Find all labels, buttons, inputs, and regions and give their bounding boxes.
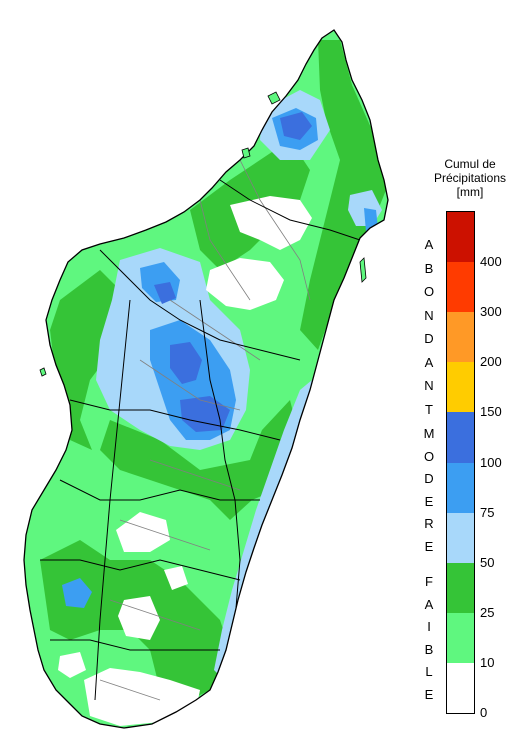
legend-swatch-300-400: [447, 262, 474, 313]
legend-category-abondant-letter: N: [424, 378, 434, 393]
legend-category-faible-letter: L: [425, 664, 433, 679]
legend-title-line-3: [mm]: [456, 185, 484, 199]
legend-category-modere-letter: E: [424, 538, 434, 554]
legend-tick-100: 100: [480, 454, 502, 470]
legend-tick-400: 400: [480, 254, 502, 270]
zone-0-10-southtip: [84, 668, 200, 726]
legend-tick-300: 300: [480, 304, 502, 320]
zone-0-10-southwest-small: [164, 566, 188, 590]
legend-tick-10: 10: [480, 654, 495, 670]
legend-category-faible-letter: E: [424, 686, 434, 702]
legend-title: Cumul de Précipitations [mm]: [420, 157, 520, 199]
legend-category-faible-letter: I: [427, 619, 431, 634]
region-boundaries: [40, 179, 361, 701]
legend-swatch-150-200: [447, 362, 474, 413]
zone-0-10-south-small: [58, 652, 86, 678]
island-nosy-be: [267, 91, 281, 105]
zone-75-100-southwest: [62, 578, 92, 608]
island-northwest: [241, 147, 251, 159]
zone-25-50-north: [300, 40, 386, 350]
zone-0-10-south: [118, 596, 160, 640]
legend-category-modere-letter: E: [424, 493, 434, 509]
legend-swatch-200-300: [447, 312, 474, 363]
legend-tick-200: 200: [480, 354, 502, 370]
legend-category-abondant-letter: N: [424, 307, 434, 323]
legend-swatch-25-50: [447, 562, 474, 614]
legend-swatch-400-500: [447, 212, 474, 263]
legend-color-scale: [446, 211, 475, 714]
legend-category-abondant-letter: O: [423, 284, 435, 299]
zone-100-150-west: [154, 282, 176, 304]
legend-tick-150: 150: [480, 404, 502, 420]
legend-category-modere-letter: R: [424, 516, 434, 531]
offshore-islands: [39, 91, 367, 377]
legend-category-abondant-letter: T: [425, 401, 433, 417]
rainfall-zones: [40, 40, 386, 726]
legend-category-abondant-letter: B: [424, 260, 434, 276]
legend-swatch-10-25: [447, 612, 474, 664]
legend-tick-25: 25: [480, 604, 495, 620]
island-west: [39, 367, 47, 377]
legend-swatch-100-150: [447, 412, 474, 463]
rainfall-map: [23, 29, 389, 729]
legend-tick-75: 75: [480, 504, 495, 520]
zone-100-150-plateau: [170, 342, 202, 384]
zone-100-150-north: [280, 112, 312, 140]
legend-category-modere-letter: M: [423, 426, 435, 441]
legend-swatch-75-100: [447, 462, 474, 514]
legend-tick-50: 50: [480, 554, 495, 570]
legend-title-line-1: Cumul de: [444, 157, 496, 171]
legend-category-abondant-letter: D: [424, 331, 434, 346]
zone-0-10-north: [230, 196, 312, 250]
legend-category-faible-letter: F: [425, 574, 433, 589]
legend-tick-0: 0: [480, 705, 488, 720]
legend-category-faible-letter: B: [424, 641, 434, 657]
coastline: [23, 29, 389, 729]
zone-25-50-center: [100, 400, 300, 520]
legend-category-abondant-letter: A: [424, 354, 434, 370]
legend-category-faible-letter: A: [424, 596, 434, 612]
legend-category-modere-letter: O: [423, 448, 435, 464]
zone-75-100-northeast: [364, 208, 378, 232]
island-sainte-marie: [359, 257, 367, 283]
district-boundaries: [99, 159, 311, 701]
zone-0-10-center-north: [206, 258, 284, 310]
legend-category-modere-letter: D: [424, 471, 434, 486]
zone-100-150-plateau-south: [180, 396, 230, 432]
zone-0-10-southwest: [116, 512, 170, 552]
legend-swatch-50-75: [447, 512, 474, 564]
legend-title-line-2: Précipitations: [433, 171, 507, 185]
legend-category-abondant-letter: A: [424, 237, 434, 252]
legend-swatch-0-10: [447, 662, 474, 714]
